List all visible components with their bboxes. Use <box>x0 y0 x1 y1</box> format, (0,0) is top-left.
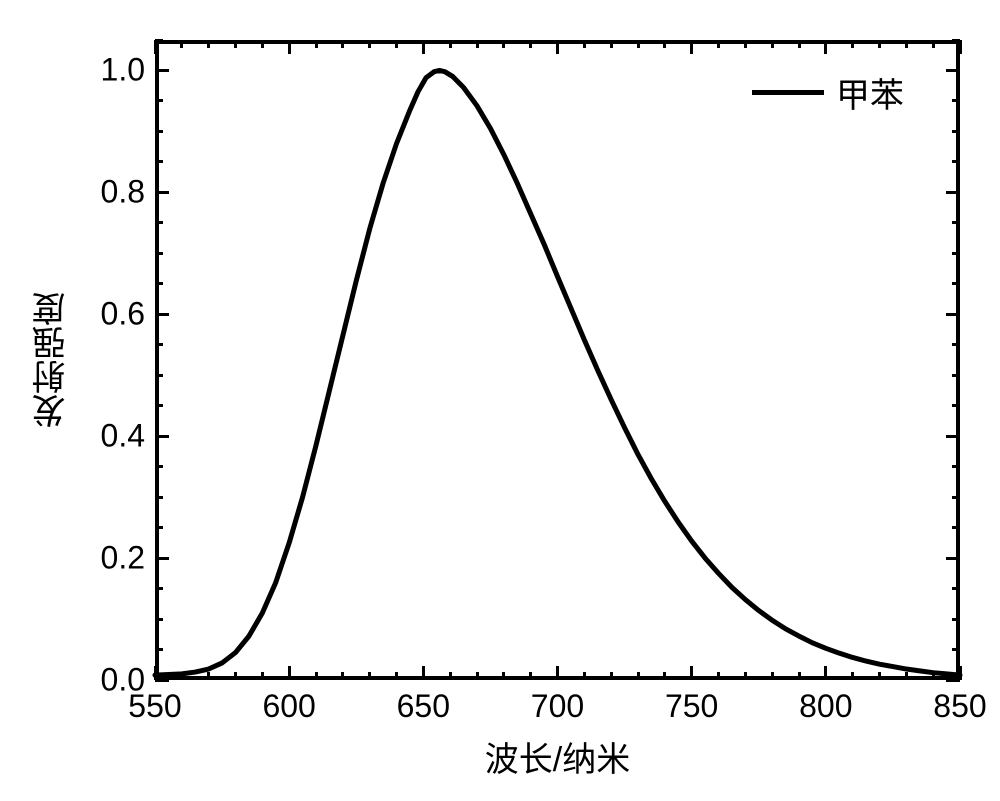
y-axis-label: 发射强度 <box>27 292 76 428</box>
chart-canvas: 5506006507007508008500.00.20.40.60.81.0 … <box>0 0 1000 801</box>
legend: 甲苯 <box>752 68 904 117</box>
legend-label: 甲苯 <box>836 68 904 117</box>
emission-curve <box>0 0 1000 801</box>
x-axis-label: 波长/纳米 <box>485 732 630 781</box>
legend-line-icon <box>752 90 824 95</box>
